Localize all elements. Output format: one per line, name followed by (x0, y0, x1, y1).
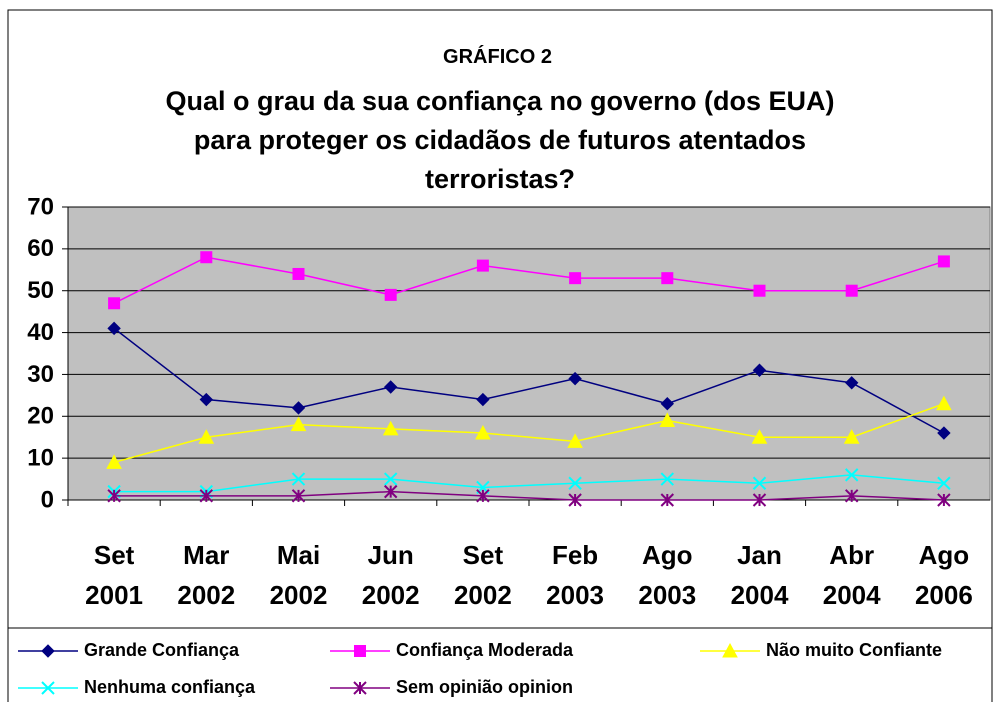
marker (568, 476, 582, 490)
series-line (114, 490, 944, 501)
y-tick-label: 40 (27, 319, 54, 346)
series-line (113, 403, 945, 464)
marker (660, 472, 675, 486)
marker (752, 363, 767, 377)
marker (383, 380, 398, 394)
marker (106, 454, 122, 469)
series-line (113, 327, 945, 434)
legend-label: Nenhuma confiança (84, 677, 256, 697)
plot-area (67, 206, 991, 501)
marker (476, 489, 490, 503)
marker (198, 429, 215, 444)
marker (752, 476, 767, 490)
y-tick-label: 70 (27, 193, 54, 220)
marker (752, 493, 767, 507)
marker (567, 433, 583, 448)
marker (844, 468, 859, 482)
marker (107, 321, 121, 336)
x-tick-label: Mar 2002 (177, 540, 236, 610)
marker (843, 429, 860, 444)
marker (354, 645, 366, 657)
x-tick-label: Mai 2002 (269, 540, 328, 610)
marker (568, 371, 582, 386)
y-tick-label: 20 (27, 403, 54, 430)
marker (199, 392, 214, 407)
marker (753, 284, 766, 297)
series-line (114, 474, 944, 493)
marker (353, 681, 367, 695)
marker (475, 424, 491, 440)
marker (384, 288, 397, 301)
marker (290, 416, 307, 432)
marker (108, 297, 121, 310)
y-tick-label: 60 (27, 235, 54, 262)
x-tick-label: Abr 2004 (822, 540, 881, 610)
legend-label: Confiança Moderada (396, 640, 574, 660)
y-tick-label: 50 (27, 277, 54, 304)
marker (476, 259, 489, 272)
marker (476, 392, 490, 407)
marker (660, 493, 675, 507)
marker (291, 472, 306, 486)
chart-subtitle: GRÁFICO 2 (443, 46, 552, 68)
y-tick-label: 0 (41, 486, 54, 513)
series-line (113, 256, 945, 304)
marker (382, 420, 399, 436)
marker (937, 255, 950, 268)
chart-title: Qual o grau da sua confiança no governo … (165, 86, 835, 194)
x-tick-label: Feb 2003 (546, 540, 605, 610)
legend-label: Sem opinião opinion (396, 677, 573, 697)
marker (659, 412, 676, 427)
marker (41, 644, 55, 658)
legend-label: Grande Confiança (84, 640, 240, 660)
marker (199, 489, 214, 503)
marker (845, 284, 858, 297)
marker (937, 493, 951, 507)
legend-label: Não muito Confiante (766, 640, 942, 660)
marker (291, 489, 306, 503)
marker (383, 472, 398, 486)
marker (107, 489, 121, 503)
marker (937, 476, 951, 490)
y-tick-label: 10 (27, 444, 54, 471)
marker (383, 484, 398, 499)
marker (844, 489, 859, 503)
x-tick-label: Ago 2003 (638, 540, 697, 610)
y-tick-label: 30 (27, 361, 54, 388)
x-tick-label: Set 2001 (85, 540, 144, 610)
marker (291, 401, 306, 415)
marker (200, 251, 213, 264)
marker (569, 272, 582, 285)
x-tick-label: Set 2002 (453, 540, 512, 610)
x-tick-label: Ago 2006 (914, 540, 973, 610)
marker (41, 681, 55, 695)
marker (722, 642, 738, 658)
marker (292, 267, 305, 280)
x-tick-label: Jun 2002 (361, 540, 420, 610)
marker (937, 426, 951, 440)
marker (844, 376, 859, 390)
marker (661, 272, 674, 285)
x-tick-label: Jan 2004 (730, 540, 789, 610)
marker (568, 493, 582, 507)
marker (660, 397, 675, 411)
legend-box (7, 627, 993, 702)
marker (936, 395, 952, 411)
marker (751, 429, 768, 444)
